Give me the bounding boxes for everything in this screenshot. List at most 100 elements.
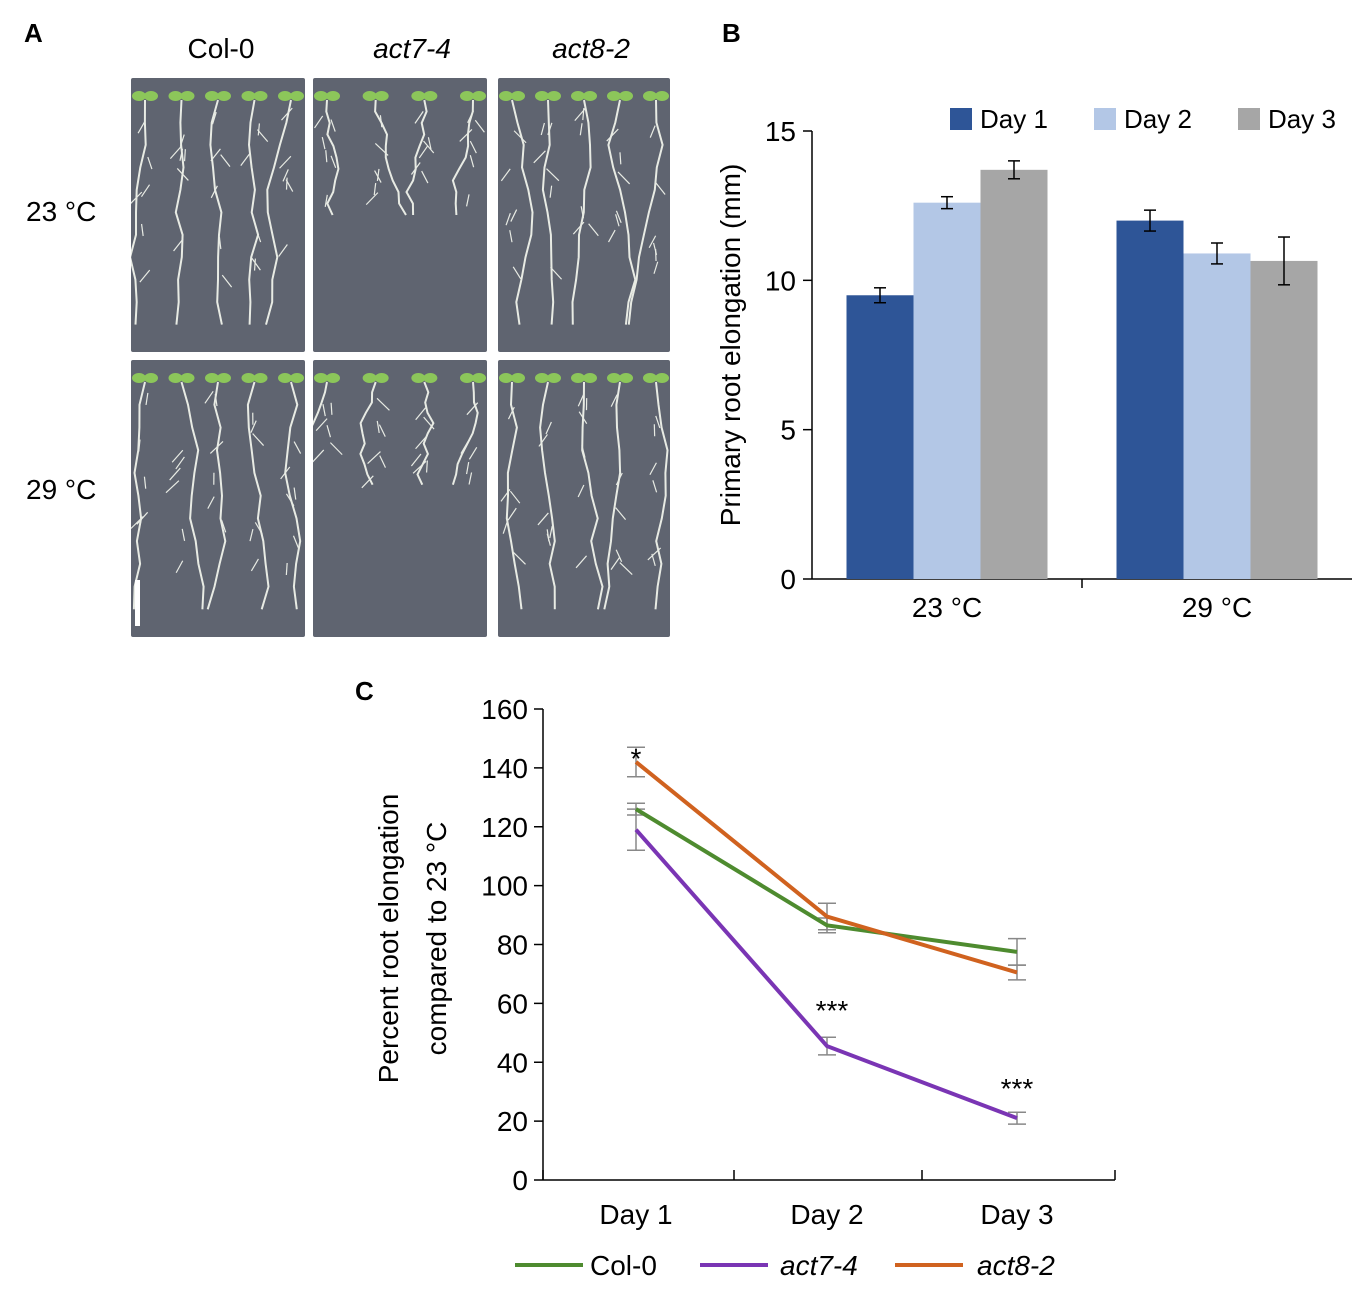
x-tick-label: 23 °C	[912, 592, 982, 623]
root	[132, 381, 146, 610]
cotyledon	[511, 91, 525, 101]
panel-a-label: A	[24, 18, 43, 48]
root	[571, 99, 592, 325]
lateral-root	[221, 274, 233, 288]
lateral-root	[549, 185, 553, 198]
root	[374, 99, 407, 216]
lateral-root	[285, 562, 288, 576]
y-axis-label: Percent root elongation compared to 23 °C	[373, 794, 452, 1084]
lateral-root	[507, 507, 517, 521]
lateral-root	[249, 528, 254, 542]
cotyledon	[460, 91, 474, 101]
lateral-root	[285, 493, 295, 507]
root	[581, 381, 604, 610]
legend-label: act7-4	[780, 1250, 858, 1281]
cotyledon	[326, 91, 340, 101]
x-tick-label: Day 1	[599, 1199, 672, 1230]
lateral-root	[165, 480, 180, 494]
cotyledon	[278, 91, 292, 101]
cotyledon	[278, 373, 292, 383]
lateral-root	[218, 236, 222, 250]
lateral-root	[278, 244, 288, 257]
legend-label: Day 1	[980, 104, 1048, 134]
legend-swatch	[950, 108, 972, 130]
lateral-root	[285, 179, 294, 192]
y-tick-label: 80	[497, 930, 528, 961]
lateral-root	[183, 149, 186, 162]
root	[246, 381, 270, 610]
lateral-root	[376, 397, 390, 411]
cotyledon	[144, 373, 158, 383]
panel-c-label: C	[355, 676, 374, 706]
lateral-root	[467, 110, 474, 124]
series-line	[634, 807, 1018, 954]
lateral-root	[173, 238, 184, 252]
lateral-root	[415, 436, 427, 450]
lateral-root	[655, 182, 666, 195]
lateral-root	[147, 156, 153, 170]
cotyledon	[655, 91, 669, 101]
root	[451, 381, 479, 485]
root	[265, 99, 292, 325]
cotyledon	[571, 91, 585, 101]
root	[505, 381, 523, 610]
root	[541, 99, 555, 325]
bar-chart-root-elongation: 0 5 10 15 23 °C 29 °C Primary root elongation …	[715, 104, 1352, 623]
cotyledon	[290, 373, 304, 383]
lateral-root	[500, 489, 511, 502]
panel-b-label: B	[722, 18, 741, 48]
root	[325, 99, 340, 216]
cotyledon	[423, 373, 438, 383]
seedling-photo	[498, 78, 670, 352]
bar	[913, 202, 981, 579]
y-tick-label: 40	[497, 1047, 528, 1078]
x-tick-label: Day 2	[790, 1199, 863, 1230]
lateral-root	[254, 522, 263, 535]
lateral-root	[181, 528, 186, 542]
lateral-root	[378, 424, 386, 437]
lateral-root	[469, 155, 475, 168]
lateral-root	[281, 107, 293, 121]
bar	[980, 169, 1048, 579]
lateral-root	[376, 420, 380, 434]
lateral-root	[211, 111, 217, 125]
lateral-root	[509, 230, 513, 243]
lateral-root	[652, 242, 658, 256]
lateral-root	[379, 455, 387, 468]
lateral-root	[282, 169, 289, 182]
seedling-photo	[131, 78, 305, 352]
lateral-root	[415, 407, 426, 421]
lateral-root	[169, 467, 181, 481]
lateral-root	[607, 229, 616, 243]
lateral-root	[549, 525, 553, 539]
root	[603, 381, 622, 610]
lateral-root	[414, 111, 424, 124]
lateral-root	[546, 168, 560, 182]
lateral-root	[365, 192, 379, 206]
lateral-root	[427, 137, 432, 150]
lateral-root	[653, 261, 659, 274]
lateral-root	[538, 434, 548, 447]
bar	[1250, 260, 1318, 579]
lateral-root	[502, 521, 508, 534]
root	[284, 381, 302, 610]
plate-background	[131, 360, 305, 637]
lateral-root	[581, 445, 586, 458]
y-tick-label: 160	[481, 694, 528, 725]
cotyledon	[168, 91, 183, 101]
cotyledon	[132, 91, 146, 101]
root	[405, 99, 428, 216]
lateral-root	[210, 185, 218, 199]
lateral-root	[466, 402, 479, 416]
plate-background	[313, 360, 487, 637]
lateral-root	[214, 393, 218, 407]
cotyledon	[571, 373, 585, 383]
lateral-root	[207, 496, 215, 509]
lateral-root	[321, 137, 326, 150]
lateral-root	[648, 235, 657, 249]
lateral-root	[252, 433, 265, 446]
cotyledon	[411, 373, 426, 383]
lateral-root	[204, 391, 214, 404]
cotyledon	[655, 373, 669, 383]
cotyledon	[253, 373, 268, 383]
